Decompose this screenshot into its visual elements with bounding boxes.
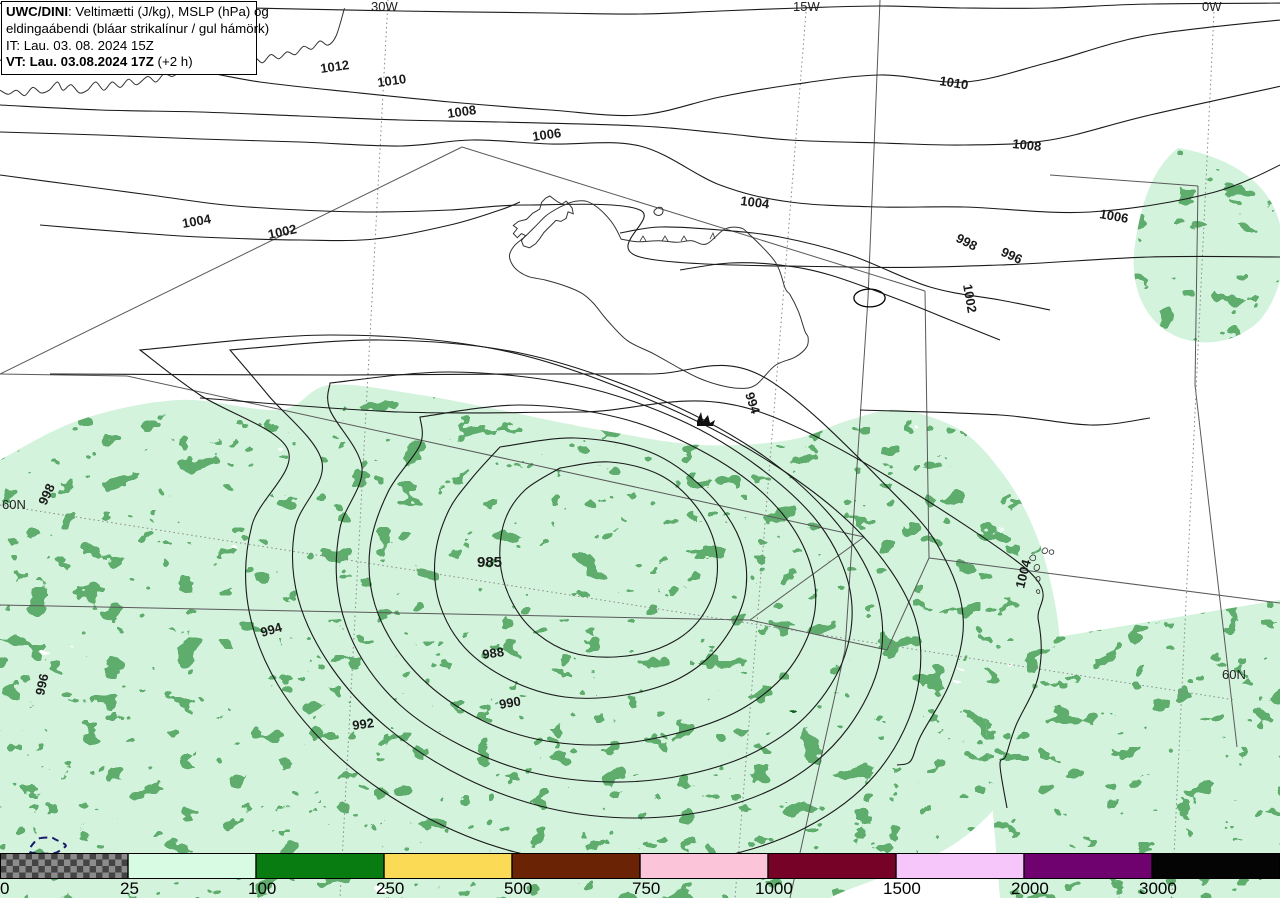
svg-text:60N: 60N — [1222, 667, 1246, 682]
svg-text:992: 992 — [351, 715, 375, 733]
svg-text:1008: 1008 — [1012, 136, 1042, 154]
svg-text:30W: 30W — [371, 0, 398, 14]
svg-text:0W: 0W — [1202, 0, 1222, 14]
svg-text:988: 988 — [481, 644, 505, 662]
svg-text:985: 985 — [477, 554, 502, 571]
svg-text:60N: 60N — [2, 497, 26, 512]
svg-text:15W: 15W — [793, 0, 820, 14]
